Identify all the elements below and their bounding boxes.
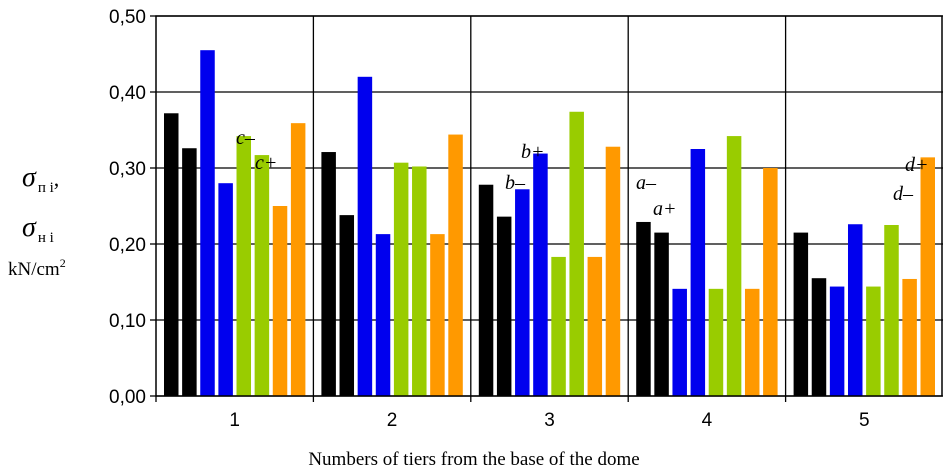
bar xyxy=(636,221,651,396)
x-tick-label: 5 xyxy=(859,410,870,431)
bar xyxy=(321,152,336,396)
bar xyxy=(375,234,391,396)
annotation-c-plus: c+ xyxy=(255,152,277,174)
plot-frame xyxy=(155,15,943,397)
bar xyxy=(829,286,845,396)
y-axis-units: kN/cm2 xyxy=(8,256,66,280)
bar xyxy=(430,234,445,396)
bar xyxy=(200,50,215,396)
x-tick-label: 1 xyxy=(229,410,240,431)
bar xyxy=(605,146,621,396)
bar xyxy=(587,256,603,396)
y-tick-label: 0,30 xyxy=(109,159,146,180)
annotation-a-minus: a– xyxy=(636,172,657,194)
bar xyxy=(793,232,809,396)
bar xyxy=(182,148,197,396)
y-tick-label: 0,10 xyxy=(109,311,146,332)
bar xyxy=(654,232,669,396)
bar xyxy=(551,256,566,396)
x-axis-label: Numbers of tiers from the base of the do… xyxy=(308,449,639,470)
annotation-c-minus: c– xyxy=(236,127,256,149)
annotation-b-minus: b– xyxy=(505,172,526,194)
y-tick-label: 0,00 xyxy=(109,387,146,408)
bar xyxy=(290,123,306,396)
bar xyxy=(708,288,724,396)
bar xyxy=(884,225,899,396)
bar xyxy=(515,189,530,396)
bar xyxy=(218,183,233,396)
x-tick-label: 4 xyxy=(702,410,713,431)
bar xyxy=(393,162,409,396)
y-tick-label: 0,50 xyxy=(109,7,146,28)
bar xyxy=(164,113,179,396)
y-tick-label: 0,40 xyxy=(109,83,146,104)
bar xyxy=(533,153,548,396)
y-tick-labels: 0,00 0,10 0,20 0,30 0,40 0,50 xyxy=(109,7,146,408)
x-tick-label: 2 xyxy=(387,410,398,431)
x-tick-label: 3 xyxy=(544,410,555,431)
bars xyxy=(164,50,935,397)
annotation-d-plus: d+ xyxy=(905,154,929,176)
x-tick-labels: 1 2 3 4 5 xyxy=(229,410,869,431)
bar xyxy=(690,149,706,396)
bar xyxy=(763,168,778,396)
bar xyxy=(811,278,827,396)
bar xyxy=(478,184,494,396)
bar xyxy=(496,216,512,396)
bar xyxy=(412,166,427,396)
bar xyxy=(672,288,687,396)
bar xyxy=(847,224,863,396)
bar xyxy=(920,157,935,396)
bar xyxy=(866,286,881,396)
axes xyxy=(150,15,943,402)
bar xyxy=(448,134,463,396)
annotation-a-plus: a+ xyxy=(653,198,677,220)
bar xyxy=(254,155,270,396)
annotation-b-plus: b+ xyxy=(521,141,545,163)
annotation-d-minus: d– xyxy=(893,183,914,205)
bar xyxy=(272,206,288,396)
bar xyxy=(744,288,760,396)
bar xyxy=(902,278,917,396)
bar xyxy=(357,76,373,397)
bar xyxy=(569,111,584,396)
y-tick-label: 0,20 xyxy=(109,235,146,256)
bar xyxy=(236,136,252,396)
bar xyxy=(726,136,742,396)
bar xyxy=(339,215,355,396)
